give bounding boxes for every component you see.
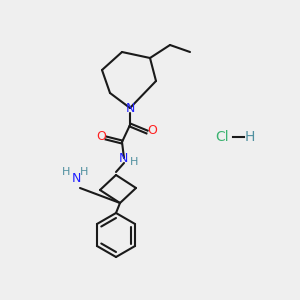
Text: N: N — [125, 101, 135, 115]
Text: H: H — [130, 157, 138, 167]
Text: O: O — [147, 124, 157, 137]
Text: H: H — [245, 130, 255, 144]
Text: Cl: Cl — [215, 130, 229, 144]
Text: H: H — [80, 167, 88, 177]
Text: N: N — [118, 152, 128, 164]
Text: O: O — [96, 130, 106, 143]
Text: N: N — [71, 172, 81, 184]
Text: H: H — [62, 167, 70, 177]
